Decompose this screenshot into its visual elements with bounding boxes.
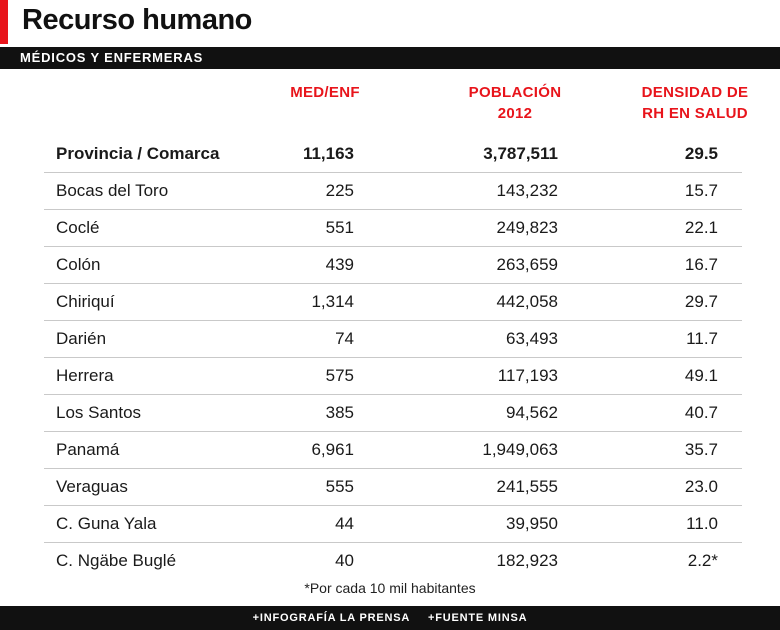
cell-med-enf: 439 (325, 255, 354, 274)
table-row: C. Guna Yala 44 39,950 11.0 (44, 506, 742, 543)
cell-poblacion: 1,949,063 (482, 440, 558, 459)
footer-bar: +INFOGRAFÍA LA PRENSA +FUENTE MINSA (0, 606, 780, 630)
cell-med-enf: 1,314 (311, 292, 354, 311)
cell-poblacion: 39,950 (506, 514, 558, 533)
cell-poblacion: 241,555 (496, 477, 558, 496)
cell-med-enf: 555 (325, 477, 354, 496)
cell-poblacion: 182,923 (496, 551, 558, 570)
row-label: C. Ngäbe Buglé (56, 551, 177, 570)
cell-densidad: 40.7 (684, 403, 718, 422)
cell-poblacion: 117,193 (497, 366, 558, 385)
column-header-line: POBLACIÓN (468, 84, 562, 101)
table-row: Herrera 575 117,193 49.1 (44, 358, 742, 395)
footer-source: +FUENTE MINSA (428, 612, 528, 624)
table-row: Coclé 551 249,823 22.1 (44, 210, 742, 247)
cell-densidad: 11.0 (686, 514, 718, 533)
cell-med-enf: 40 (335, 551, 354, 570)
cell-poblacion: 249,823 (496, 218, 558, 237)
cell-poblacion: 143,232 (496, 181, 558, 200)
row-label: Los Santos (56, 403, 142, 422)
data-table: Provincia / Comarca 11,163 3,787,511 29.… (44, 136, 742, 579)
cell-densidad: 11.7 (686, 329, 718, 348)
cell-med-enf: 575 (325, 366, 354, 385)
table-row: C. Ngäbe Buglé 40 182,923 2.2* (44, 543, 742, 579)
column-header-line: MED/ENF (290, 84, 360, 101)
row-label: Bocas del Toro (56, 181, 169, 200)
cell-med-enf: 44 (335, 514, 354, 533)
table-row: Panamá 6,961 1,949,063 35.7 (44, 432, 742, 469)
cell-med-enf: 551 (325, 218, 354, 237)
cell-densidad: 2.2* (687, 551, 718, 570)
cell-densidad: 29.7 (684, 292, 718, 311)
row-label: Coclé (56, 218, 100, 237)
cell-densidad: 15.7 (684, 181, 718, 200)
row-label: Veraguas (56, 477, 128, 496)
column-header-densidad: DENSIDAD DE RH EN SALUD (630, 82, 760, 124)
row-label: Chiriquí (56, 292, 115, 311)
subtitle-bar: MÉDICOS Y ENFERMERAS (0, 47, 780, 69)
cell-med-enf: 6,961 (311, 440, 354, 459)
cell-poblacion: 94,562 (506, 403, 558, 422)
cell-med-enf: 385 (325, 403, 354, 422)
row-label: C. Guna Yala (56, 514, 157, 533)
cell-densidad: 16.7 (684, 255, 718, 274)
table-row: Darién 74 63,493 11.7 (44, 321, 742, 358)
cell-densidad: 23.0 (684, 477, 718, 496)
row-label: Provincia / Comarca (56, 144, 220, 163)
row-label: Panamá (56, 440, 120, 459)
column-header-poblacion: POBLACIÓN 2012 (450, 82, 580, 124)
cell-poblacion: 263,659 (496, 255, 558, 274)
row-label: Herrera (56, 366, 114, 385)
row-label: Darién (56, 329, 107, 348)
footer-credit: +INFOGRAFÍA LA PRENSA (252, 612, 411, 624)
cell-med-enf: 225 (325, 181, 354, 200)
cell-poblacion: 63,493 (506, 329, 558, 348)
row-label: Colón (56, 255, 101, 274)
title-accent-bar (0, 0, 8, 44)
cell-poblacion: 3,787,511 (483, 144, 558, 163)
cell-poblacion: 442,058 (496, 292, 558, 311)
subtitle-text: MÉDICOS Y ENFERMERAS (20, 50, 204, 65)
column-header-line: DENSIDAD DE (641, 84, 749, 101)
column-header-line: RH EN SALUD (642, 105, 748, 122)
page-title: Recurso humano (22, 4, 252, 36)
cell-med-enf: 11,163 (302, 144, 354, 163)
cell-densidad: 49.1 (684, 366, 718, 385)
footnote: *Por cada 10 mil habitantes (304, 580, 476, 596)
cell-densidad: 35.7 (684, 440, 718, 459)
column-header-med-enf: MED/ENF (270, 82, 380, 103)
table-row-total: Provincia / Comarca 11,163 3,787,511 29.… (44, 136, 742, 173)
table-row: Bocas del Toro 225 143,232 15.7 (44, 173, 742, 210)
table-row: Los Santos 385 94,562 40.7 (44, 395, 742, 432)
column-header-line: 2012 (497, 105, 533, 122)
cell-med-enf: 74 (335, 329, 354, 348)
cell-densidad: 22.1 (684, 218, 718, 237)
table-row: Veraguas 555 241,555 23.0 (44, 469, 742, 506)
table-row: Chiriquí 1,314 442,058 29.7 (44, 284, 742, 321)
table-row: Colón 439 263,659 16.7 (44, 247, 742, 284)
cell-densidad: 29.5 (684, 144, 718, 163)
